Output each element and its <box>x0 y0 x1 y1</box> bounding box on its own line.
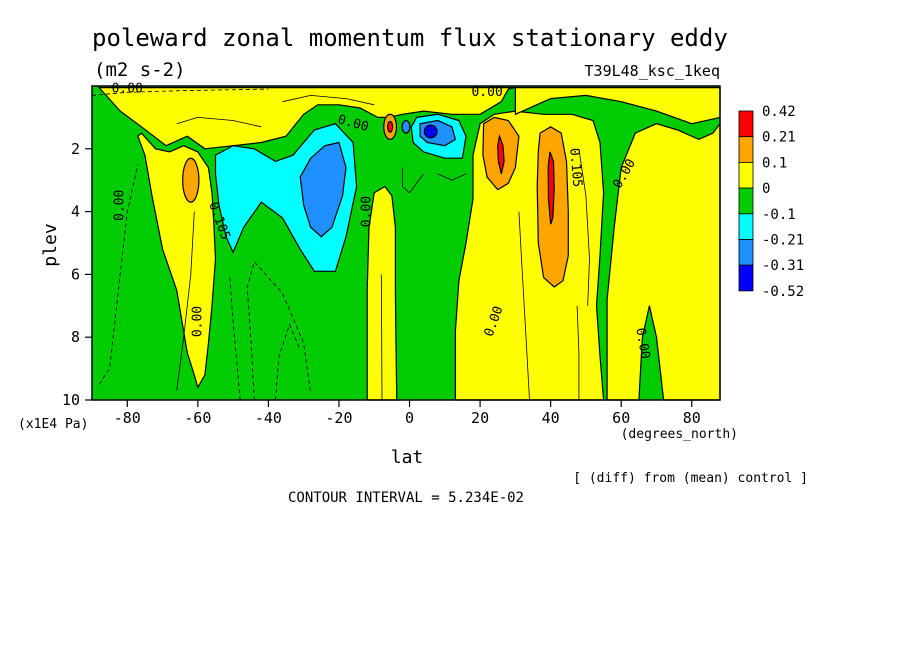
colorbar-label: -0.1 <box>762 207 796 223</box>
x-tick-label: -20 <box>325 409 352 427</box>
y-tick-label: 4 <box>71 203 80 221</box>
contour-label: 0.00 <box>113 190 128 221</box>
contour-label: 0.105 <box>566 147 584 187</box>
footer-note: [ (diff) from (mean) control ] <box>573 471 808 486</box>
positive-core-upper-left <box>387 120 394 133</box>
colorbar-swatch <box>738 161 754 189</box>
contour-line <box>576 305 580 400</box>
positive-region-upper <box>97 87 516 150</box>
y-axis: 2 4 6 8 10 <box>62 140 92 409</box>
colorbar-label: -0.21 <box>762 233 804 249</box>
colorbar-swatch <box>738 264 754 292</box>
contour-line <box>229 274 241 401</box>
contour-line <box>91 88 269 96</box>
contour-label: 0.00 <box>471 85 502 100</box>
contour-label: 0.00 <box>190 306 205 337</box>
contour-line <box>578 148 590 306</box>
x-tick-label: -40 <box>255 409 282 427</box>
x-tick-label: 80 <box>683 409 701 427</box>
contour-line <box>380 274 383 401</box>
x-tick-label: -60 <box>184 409 211 427</box>
positive-cell-sh-60 <box>182 157 200 203</box>
y-tick-label: 2 <box>71 140 80 158</box>
positive-region-equatorial <box>366 185 398 401</box>
y-axis-units: (x1E4 Pa) <box>18 417 88 432</box>
colorbar-label: -0.52 <box>762 284 804 300</box>
x-tick-label: -80 <box>114 409 141 427</box>
colorbar-label: 0 <box>762 181 770 197</box>
contour-line <box>176 211 195 391</box>
y-tick-label: 6 <box>71 265 80 283</box>
contour-line <box>282 94 375 106</box>
positive-core-nh-26 <box>497 133 505 175</box>
contour-line <box>176 116 262 128</box>
colorbar-swatch <box>738 213 754 240</box>
contour-line <box>275 323 301 401</box>
colorbar-label: 0.42 <box>762 104 796 120</box>
negative-core-upper <box>423 124 438 139</box>
positive-region-nh-pole <box>606 121 721 401</box>
y-axis-label: plev <box>40 223 61 266</box>
x-axis: -80 -60 -40 -20 0 20 40 60 80 <box>114 400 701 427</box>
run-label: T39L48_ksc_1keq <box>585 62 720 80</box>
colorbar-swatch <box>738 110 754 138</box>
y-tick-label: 10 <box>62 391 80 409</box>
positive-region-upper-right <box>514 87 721 125</box>
x-tick-label: 20 <box>471 409 489 427</box>
y-tick-label: 8 <box>71 328 80 346</box>
negative-core-upper-left <box>401 119 411 134</box>
chart-title: poleward zonal momentum flux stationary … <box>92 24 728 52</box>
colorbar-swatch <box>738 187 754 215</box>
contour-label: 0.00 <box>112 82 143 97</box>
contour-line <box>437 173 467 181</box>
positive-core-nh-40 <box>547 151 555 225</box>
colorbar-swatch <box>738 239 754 266</box>
colorbar-swatch <box>738 136 754 163</box>
negative-region-sh-mid <box>299 141 347 238</box>
contour-line <box>402 167 424 194</box>
filled-contours <box>97 87 721 401</box>
contour-label: 0.00 <box>632 327 652 360</box>
contour-lines <box>91 88 590 401</box>
x-axis-units: (degrees_north) <box>621 427 738 442</box>
x-tick-label: 60 <box>612 409 630 427</box>
colorbar-label: 0.21 <box>762 130 796 146</box>
chart-units: (m2 s-2) <box>94 59 186 81</box>
x-tick-label: 0 <box>405 409 414 427</box>
colorbar: 0.42 0.21 0.1 0 -0.1 -0.21 -0.31 -0.52 <box>738 104 804 300</box>
contour-label: 0.00 <box>360 196 375 227</box>
contour-line <box>518 211 530 401</box>
x-axis-label: lat <box>391 447 424 468</box>
contour-interval: CONTOUR INTERVAL = 5.234E-02 <box>288 490 524 506</box>
x-tick-label: 40 <box>542 409 560 427</box>
contour-line <box>98 164 139 385</box>
plot-frame <box>91 85 721 401</box>
colorbar-label: -0.31 <box>762 258 804 274</box>
colorbar-label: 0.1 <box>762 155 787 171</box>
